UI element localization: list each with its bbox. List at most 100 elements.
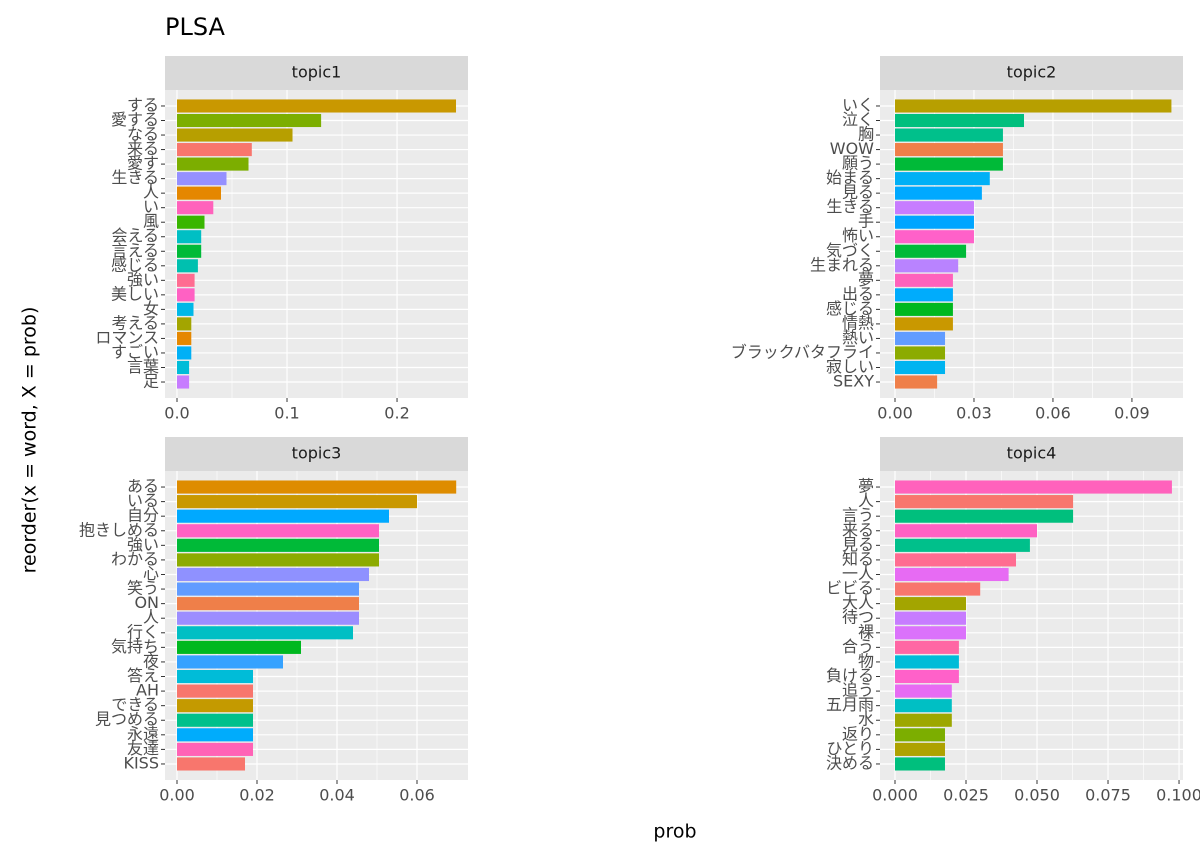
y-tick-label: いる (127, 491, 159, 510)
bar (895, 128, 1003, 142)
y-axis-label: reorder(x = word, X = prob) (19, 307, 41, 574)
bar (895, 346, 946, 360)
bar (894, 742, 945, 756)
x-tick-label: 0.06 (399, 786, 435, 805)
y-tick-label: 大人 (842, 593, 874, 612)
bar (895, 99, 1172, 113)
bar (176, 360, 190, 375)
y-tick-label: 合う (842, 637, 874, 656)
y-tick-label: ブラックバタフライ (731, 342, 874, 361)
y-tick-label: 負ける (826, 666, 874, 685)
bar (894, 553, 1016, 567)
x-tick-label: 0.0 (164, 404, 189, 423)
bar (894, 480, 1172, 494)
y-tick-label: 風 (143, 212, 159, 231)
y-tick-label: SEXY (833, 372, 874, 391)
bar (895, 244, 967, 258)
bar (176, 244, 202, 258)
y-tick-label: 夢 (858, 270, 874, 289)
x-tick-label: 0.00 (877, 404, 913, 423)
bar (895, 186, 982, 200)
y-tick-label: なる (127, 125, 159, 144)
y-tick-label: 情熱 (842, 313, 874, 332)
y-tick-label: 一人 (842, 564, 874, 583)
y-tick-label: 美しい (111, 284, 159, 303)
y-tick-label: 感じる (826, 299, 874, 318)
y-tick-label: 見る (842, 535, 874, 554)
bar (894, 699, 952, 713)
bar (176, 346, 192, 360)
x-tick-label: 0.1 (274, 404, 299, 423)
x-tick-label: 0.04 (319, 786, 355, 805)
y-tick-label: 夜 (143, 651, 159, 670)
bar (177, 626, 353, 640)
bar (894, 728, 945, 742)
bar (176, 273, 195, 287)
y-tick-label: 願う (842, 154, 874, 173)
y-tick-label: 生きる (111, 168, 159, 187)
y-tick-label: い (143, 197, 159, 216)
bar (894, 509, 1074, 523)
bar (177, 567, 369, 582)
y-tick-label: 愛する (111, 110, 159, 129)
y-tick-label: ロマンス (95, 328, 159, 347)
strip-label: topic2 (1007, 63, 1057, 82)
y-tick-label: 感じる (111, 255, 159, 274)
y-tick-label: 物 (858, 651, 874, 670)
bar (895, 157, 1003, 171)
bar (176, 288, 195, 302)
y-tick-label: する (127, 95, 159, 114)
bar (895, 317, 953, 331)
bar (894, 538, 1030, 552)
bar (177, 699, 253, 713)
y-tick-label: 答え (127, 666, 159, 685)
bar (176, 375, 190, 389)
bar (895, 288, 953, 302)
strip (165, 437, 468, 471)
y-tick-label: 言葉 (127, 357, 159, 376)
bar (894, 626, 967, 640)
bar (177, 640, 301, 654)
y-tick-label: 来る (842, 520, 874, 539)
bar (177, 509, 389, 523)
x-axis-label: prob (653, 821, 696, 843)
bar (894, 582, 981, 596)
y-tick-label: WOW (830, 139, 874, 158)
y-tick-label: 人 (858, 491, 874, 510)
y-tick-label: できる (111, 695, 159, 714)
y-tick-label: 水 (858, 710, 874, 729)
bar (176, 157, 249, 171)
y-tick-label: 手 (858, 212, 874, 231)
bar (894, 567, 1009, 582)
y-tick-label: 行く (127, 622, 159, 641)
x-tick-label: 0.00 (159, 786, 195, 805)
bar (177, 742, 253, 756)
y-tick-label: ON (134, 593, 159, 612)
bar (895, 230, 974, 244)
strip-label: topic4 (1007, 444, 1057, 463)
bar (894, 757, 945, 771)
bar (176, 186, 222, 200)
y-tick-label: 胸 (858, 125, 874, 144)
y-tick-label: ひとり (826, 739, 874, 758)
y-tick-label: 泣く (842, 110, 874, 129)
bar (177, 582, 359, 596)
y-tick-label: 生まれる (810, 255, 874, 274)
y-tick-label: 決める (826, 753, 874, 772)
y-tick-label: 怖い (842, 226, 874, 245)
x-tick-label: 0.100 (1156, 786, 1200, 805)
bar (176, 128, 293, 142)
bar (177, 684, 253, 698)
y-tick-label: 女 (143, 299, 159, 318)
bar (176, 113, 322, 128)
bar (894, 655, 959, 669)
bar (895, 273, 953, 287)
y-tick-label: 強い (127, 535, 159, 554)
y-tick-label: 始まる (826, 168, 874, 187)
bar (177, 655, 283, 669)
bar (895, 360, 946, 375)
y-tick-label: 待つ (842, 608, 874, 627)
y-tick-label: ある (127, 477, 159, 496)
bar (176, 317, 192, 331)
bar (176, 143, 252, 157)
